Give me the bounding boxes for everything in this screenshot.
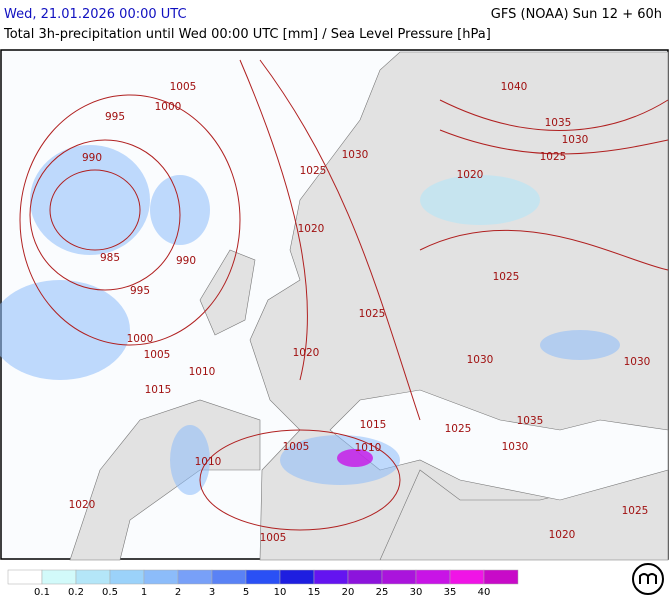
legend-swatch bbox=[347, 569, 383, 585]
isobar bbox=[19, 94, 241, 346]
legend-label: 10 bbox=[274, 587, 287, 598]
mediterranean bbox=[329, 389, 669, 501]
legend-label: 30 bbox=[410, 587, 423, 598]
isobar-label: 1020 bbox=[457, 169, 484, 181]
isobar-label: 1035 bbox=[545, 117, 572, 129]
legend-label: 35 bbox=[444, 587, 457, 598]
legend-swatch bbox=[211, 569, 247, 585]
legend-swatch bbox=[109, 569, 145, 585]
legend: 0.1 0.2 0.5 1 2 3 5 10 15 20 25 30 35 40 bbox=[7, 569, 519, 598]
isobar bbox=[199, 429, 401, 531]
legend-swatch bbox=[483, 569, 519, 585]
legend-swatch bbox=[7, 569, 43, 585]
isobar-label: 1020 bbox=[549, 529, 576, 541]
isobar bbox=[49, 169, 141, 251]
precip bbox=[0, 280, 130, 380]
isobar-label: 1030 bbox=[562, 134, 589, 146]
legend-label: 0.1 bbox=[34, 587, 50, 598]
isobar-label: 1005 bbox=[170, 81, 197, 93]
legend-label: 1 bbox=[141, 587, 147, 598]
isobar-label: 1020 bbox=[69, 499, 96, 511]
legend-swatch bbox=[449, 569, 485, 585]
isobar-label: 1030 bbox=[624, 356, 651, 368]
isobar-label: 1000 bbox=[155, 101, 182, 113]
precip bbox=[30, 145, 150, 255]
isobar-label: 990 bbox=[82, 152, 102, 164]
legend-label: 3 bbox=[209, 587, 215, 598]
legend-swatch bbox=[245, 569, 281, 585]
isobar-label: 1000 bbox=[127, 333, 154, 345]
britain bbox=[199, 249, 256, 336]
isobar-label: 995 bbox=[130, 285, 150, 297]
legend-swatch bbox=[75, 569, 111, 585]
map: 1005 1000 995 990 985 990 995 1000 1005 1010 1015 1… bbox=[0, 49, 669, 561]
legend-swatch bbox=[143, 569, 179, 585]
isobar bbox=[239, 59, 669, 421]
legend-swatch bbox=[313, 569, 349, 585]
subtitle: Total 3h-precipitation until Wed 00:00 U… bbox=[3, 27, 491, 42]
legend-swatch bbox=[415, 569, 451, 585]
legend-swatch bbox=[177, 569, 213, 585]
isobar-label: 1025 bbox=[540, 151, 567, 163]
legend-label: 40 bbox=[478, 587, 491, 598]
isobar bbox=[29, 139, 181, 291]
isobar-label: 1030 bbox=[502, 441, 529, 453]
legend-swatch bbox=[279, 569, 315, 585]
isobar-label: 990 bbox=[176, 255, 196, 267]
isobar-label: 1030 bbox=[467, 354, 494, 366]
isobar-label: 1025 bbox=[300, 165, 327, 177]
legend-swatch bbox=[41, 569, 77, 585]
isobar-label: 1015 bbox=[145, 384, 172, 396]
isobar-label: 1010 bbox=[355, 442, 382, 454]
isobar-label: 995 bbox=[105, 111, 125, 123]
precip bbox=[420, 175, 540, 225]
isobar-label: 1025 bbox=[493, 271, 520, 283]
isobar-label: 1015 bbox=[360, 419, 387, 431]
precip bbox=[540, 330, 620, 360]
isobar-label: 1005 bbox=[260, 532, 287, 544]
isobar-label: 1010 bbox=[189, 366, 216, 378]
legend-label: 20 bbox=[342, 587, 355, 598]
legend-label: 0.5 bbox=[102, 587, 118, 598]
isobar-label: 1020 bbox=[293, 347, 320, 359]
isobar-label: 1025 bbox=[359, 308, 386, 320]
isobar-label: 1005 bbox=[283, 441, 310, 453]
legend-label: 0.2 bbox=[68, 587, 84, 598]
datetime: Wed, 21.01.2026 00:00 UTC bbox=[4, 7, 187, 22]
iberia-africa bbox=[69, 399, 261, 561]
isobar-label: 1020 bbox=[298, 223, 325, 235]
isobar-label: 1035 bbox=[517, 415, 544, 427]
isobar-label: 1010 bbox=[195, 456, 222, 468]
isobar-label: 985 bbox=[100, 252, 120, 264]
model-run: GFS (NOAA) Sun 12 + 60h bbox=[491, 7, 662, 22]
legend-label: 15 bbox=[308, 587, 321, 598]
legend-swatch bbox=[381, 569, 417, 585]
logo-mark bbox=[639, 573, 657, 584]
isobar-label: 1040 bbox=[501, 81, 528, 93]
isobar-label: 1030 bbox=[342, 149, 369, 161]
legend-label: 25 bbox=[376, 587, 389, 598]
isobar-label: 1005 bbox=[144, 349, 171, 361]
isobar-label: 1025 bbox=[622, 505, 649, 517]
isobar-label: 1025 bbox=[445, 423, 472, 435]
legend-label: 5 bbox=[243, 587, 249, 598]
precip-heavy bbox=[337, 449, 373, 467]
legend-label: 2 bbox=[175, 587, 181, 598]
